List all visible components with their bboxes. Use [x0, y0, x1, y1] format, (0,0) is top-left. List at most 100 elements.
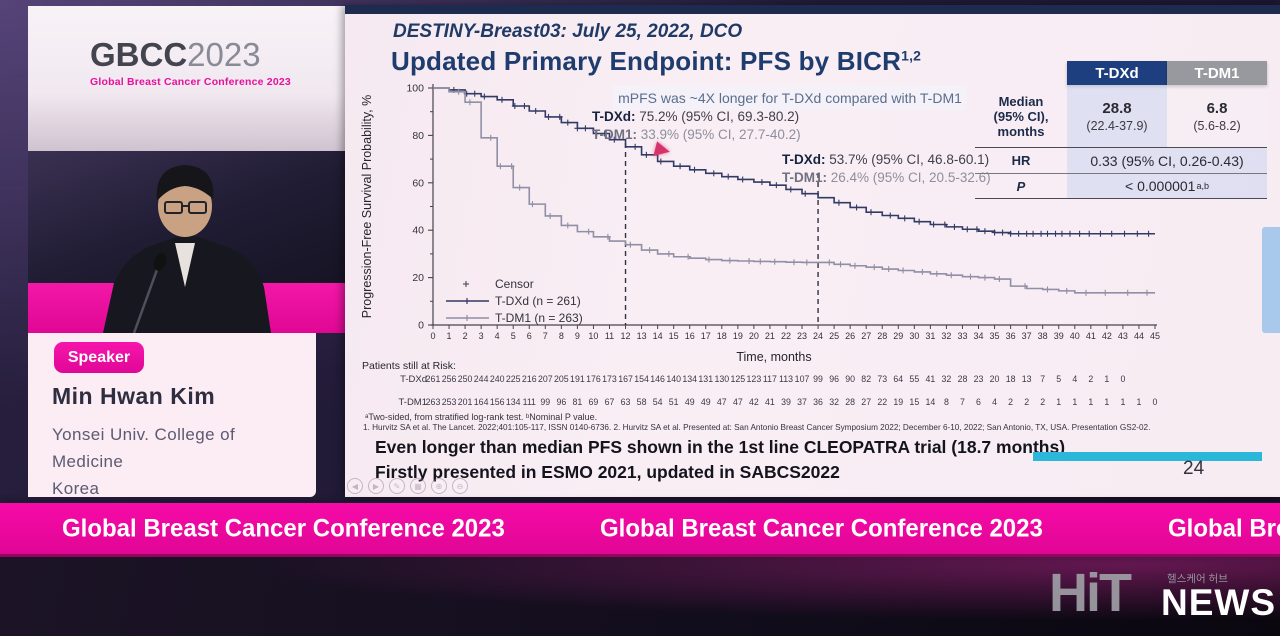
- svg-text:55: 55: [909, 374, 919, 384]
- svg-text:96: 96: [556, 397, 566, 407]
- svg-text:Censor: Censor: [495, 277, 534, 291]
- svg-text:37: 37: [1022, 331, 1032, 341]
- speaker-badge: Speaker: [54, 342, 144, 373]
- slide-page-number: 24: [1183, 458, 1205, 479]
- hr-row-label: HR: [975, 147, 1067, 173]
- svg-text:39: 39: [781, 397, 791, 407]
- svg-text:9: 9: [575, 331, 580, 341]
- svg-text:41: 41: [925, 374, 935, 384]
- speaker-affiliation-line1: Yonsei Univ. College of: [52, 425, 236, 444]
- cropped-side-panel-fragment: [1262, 227, 1280, 333]
- svg-text:17: 17: [701, 331, 711, 341]
- svg-text:7: 7: [960, 397, 965, 407]
- svg-text:100: 100: [406, 83, 424, 95]
- curve-T-DM1: [433, 87, 1155, 294]
- y-axis-label: Progression-Free Survival Probability, %: [360, 95, 374, 318]
- svg-text:1: 1: [1104, 374, 1109, 384]
- svg-text:24: 24: [813, 331, 823, 341]
- svg-text:40: 40: [1070, 331, 1080, 341]
- slide-title-superscript: 1,2: [901, 47, 922, 64]
- svg-text:4: 4: [992, 397, 997, 407]
- svg-text:26: 26: [845, 331, 855, 341]
- svg-text:0: 0: [418, 320, 424, 332]
- svg-text:4: 4: [1072, 374, 1077, 384]
- footnote-references: 1. Hurvitz SA et al. The Lancet. 2022;40…: [363, 423, 1151, 432]
- svg-text:27: 27: [861, 331, 871, 341]
- svg-text:0: 0: [1153, 397, 1158, 407]
- svg-text:117: 117: [763, 374, 777, 384]
- svg-text:96: 96: [829, 374, 839, 384]
- slide-title: Updated Primary Endpoint: PFS by BICR1,2: [391, 46, 922, 76]
- svg-text:130: 130: [714, 374, 729, 384]
- svg-text:1: 1: [1056, 397, 1061, 407]
- svg-text:14: 14: [653, 331, 663, 341]
- more-options-icon[interactable]: ⊖: [452, 478, 468, 494]
- venue-banner: Global Breast Cancer Conference 2023 Glo…: [0, 503, 1280, 557]
- svg-text:5: 5: [1056, 374, 1061, 384]
- zoom-icon[interactable]: ⊕: [431, 478, 447, 494]
- svg-text:15: 15: [669, 331, 679, 341]
- banner-text-center: Global Breast Cancer Conference 2023: [600, 514, 1043, 542]
- svg-text:111: 111: [523, 397, 536, 407]
- svg-text:12: 12: [621, 331, 631, 341]
- svg-text:6: 6: [527, 331, 532, 341]
- svg-text:19: 19: [733, 331, 743, 341]
- speaker-badge-label: Speaker: [67, 348, 131, 366]
- svg-text:47: 47: [733, 397, 743, 407]
- gbcc-logo-name: GBCC: [90, 36, 188, 73]
- pen-icon[interactable]: ✎: [389, 478, 405, 494]
- svg-text:16: 16: [685, 331, 695, 341]
- svg-text:134: 134: [506, 397, 521, 407]
- svg-text:38: 38: [1038, 331, 1048, 341]
- svg-text:25: 25: [829, 331, 839, 341]
- svg-text:36: 36: [813, 397, 823, 407]
- svg-text:32: 32: [941, 331, 951, 341]
- svg-text:80: 80: [412, 130, 424, 142]
- svg-text:250: 250: [458, 374, 473, 384]
- svg-text:28: 28: [958, 374, 968, 384]
- previous-slide-icon[interactable]: ◀: [347, 478, 363, 494]
- svg-text:156: 156: [490, 397, 505, 407]
- svg-text:1: 1: [1120, 397, 1125, 407]
- svg-text:6: 6: [976, 397, 981, 407]
- svg-text:49: 49: [685, 397, 695, 407]
- svg-text:41: 41: [1086, 331, 1096, 341]
- svg-text:11: 11: [605, 331, 614, 341]
- next-slide-icon[interactable]: ▶: [368, 478, 384, 494]
- speaker-info-card: Speaker Min Hwan Kim Yonsei Univ. Colleg…: [28, 333, 316, 498]
- svg-text:240: 240: [490, 374, 505, 384]
- svg-text:49: 49: [701, 397, 711, 407]
- speaker-affiliation: Yonsei Univ. College of Medicine Korea: [52, 421, 235, 502]
- hitnews-watermark: HiT 헬스케어 허브 NEWS: [1035, 560, 1280, 632]
- all-slides-icon[interactable]: ▦: [410, 478, 426, 494]
- hitnews-hit-text: HiT: [1049, 563, 1132, 623]
- svg-text:32: 32: [942, 374, 952, 384]
- takeaway-line1: Even longer than median PFS shown in the…: [375, 437, 1066, 457]
- hitnews-korean-tagline: 헬스케어 허브: [1167, 573, 1228, 585]
- svg-text:14: 14: [925, 397, 935, 407]
- svg-text:36: 36: [1006, 331, 1016, 341]
- svg-text:2: 2: [1024, 397, 1029, 407]
- svg-text:73: 73: [877, 374, 887, 384]
- svg-text:191: 191: [570, 374, 585, 384]
- svg-text:0: 0: [430, 331, 435, 341]
- svg-text:37: 37: [797, 397, 807, 407]
- gbcc-logo-subtitle: Global Breast Cancer Conference 2023: [90, 76, 291, 88]
- svg-text:173: 173: [602, 374, 617, 384]
- svg-text:154: 154: [634, 374, 649, 384]
- svg-text:10: 10: [588, 331, 598, 341]
- svg-text:31: 31: [925, 331, 935, 341]
- svg-text:8: 8: [944, 397, 949, 407]
- svg-text:34: 34: [974, 331, 984, 341]
- svg-text:99: 99: [540, 397, 550, 407]
- svg-text:41: 41: [765, 397, 775, 407]
- speaker-name: Min Hwan Kim: [52, 383, 216, 409]
- svg-text:1: 1: [1104, 397, 1109, 407]
- banner-text-right: Global Breast Cancer Conference 2023: [1168, 514, 1280, 542]
- svg-text:42: 42: [1102, 331, 1112, 341]
- svg-text:205: 205: [554, 374, 569, 384]
- svg-text:1: 1: [447, 331, 452, 341]
- svg-text:20: 20: [412, 272, 424, 284]
- annotation-12-month: T-DXd: 75.2% (95% CI, 69.3-80.2) T-DM1: …: [592, 109, 801, 142]
